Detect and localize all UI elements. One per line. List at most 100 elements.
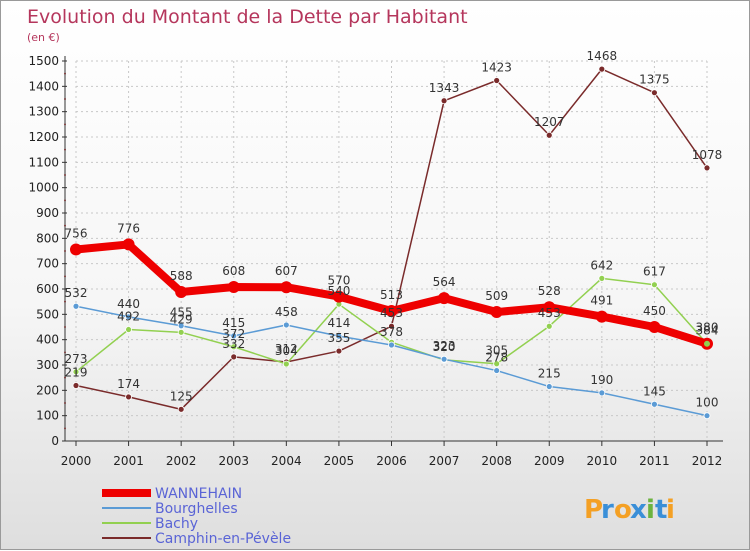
y-tick-label: 1000	[28, 181, 59, 195]
data-label: 219	[65, 366, 88, 380]
data-label: 372	[222, 327, 245, 341]
data-point	[280, 281, 293, 294]
data-point	[332, 290, 345, 303]
data-point	[388, 341, 395, 349]
data-label: 100	[696, 396, 719, 410]
data-label: 378	[380, 325, 403, 339]
data-label: 617	[643, 265, 666, 279]
y-tick-label: 400	[36, 333, 59, 347]
data-label: 450	[643, 304, 666, 318]
axes: 0 100 200 300 400 500 600 700 800 900 1000 1100 1200…	[28, 54, 723, 468]
y-tick-label: 1400	[28, 79, 59, 93]
data-label: 491	[590, 294, 613, 308]
data-point	[230, 332, 238, 340]
data-point	[598, 274, 606, 282]
data-label: 190	[590, 373, 613, 387]
data-label: 492	[117, 310, 140, 324]
data-label: 1343	[429, 81, 460, 95]
y-tick-label: 500	[36, 307, 59, 321]
data-label: 453	[538, 306, 561, 320]
legend-label: Camphin-en-Pévèle	[155, 531, 291, 547]
y-tick-label: 0	[51, 434, 59, 448]
data-point	[72, 382, 80, 389]
y-tick-label: 600	[36, 282, 59, 296]
y-tick-label: 900	[36, 206, 59, 220]
data-point	[72, 368, 80, 376]
data-point	[440, 97, 448, 105]
brand-letter: P	[584, 495, 603, 525]
data-label: 1078	[692, 148, 723, 162]
data-label: 1468	[587, 49, 618, 63]
data-label: 429	[170, 312, 193, 326]
data-point	[651, 281, 658, 289]
data-label: 440	[117, 297, 140, 311]
data-labels: 756 776 588 608 607 570 513 564 509 528 491 450 380 5…	[65, 49, 723, 410]
data-label: 384	[696, 324, 719, 338]
x-tick-label: 2003	[218, 454, 249, 468]
brand-letter: i	[646, 495, 655, 525]
data-label: 273	[65, 352, 88, 366]
x-tick-label: 2002	[166, 454, 197, 468]
legend-label: Bourghelles	[155, 501, 238, 517]
data-point	[598, 389, 606, 397]
data-point	[493, 367, 501, 374]
data-label: 453	[380, 306, 403, 320]
legend-label: Bachy	[155, 516, 198, 532]
data-label: 532	[65, 286, 88, 300]
data-label: 278	[485, 351, 508, 365]
data-point	[177, 328, 185, 336]
data-point	[125, 393, 132, 401]
data-point	[388, 322, 395, 330]
data-point	[385, 305, 398, 318]
x-tick-label: 2000	[61, 454, 92, 468]
data-point	[438, 292, 451, 305]
data-label: 323	[433, 339, 456, 353]
data-label: 1423	[481, 61, 512, 75]
x-tick-label: 2005	[324, 454, 355, 468]
data-label: 320	[433, 340, 456, 354]
data-label: 564	[433, 275, 456, 289]
data-label: 513	[380, 288, 403, 302]
data-label: 642	[590, 258, 613, 272]
y-tick-label: 200	[36, 383, 59, 397]
x-tick-label: 2010	[587, 454, 618, 468]
data-label: 540	[327, 284, 350, 298]
data-point	[335, 332, 343, 340]
data-label: 756	[65, 226, 88, 240]
data-label: 312	[275, 342, 298, 356]
brand-letter: o	[614, 495, 632, 525]
data-point	[490, 306, 503, 319]
data-label: 332	[222, 337, 245, 351]
data-point	[230, 343, 238, 351]
data-label: 1207	[534, 115, 565, 129]
brand-letter: r	[601, 495, 614, 525]
data-point	[651, 400, 658, 408]
chart-title: Evolution du Montant de la Dette par Hab…	[27, 6, 468, 28]
x-tick-label: 2006	[376, 454, 407, 468]
data-label: 570	[327, 274, 350, 288]
x-tick-label: 2011	[639, 454, 670, 468]
data-label: 355	[327, 331, 350, 345]
data-label: 1375	[639, 73, 670, 87]
x-tick-label: 2001	[113, 454, 144, 468]
series-line-3	[75, 68, 708, 411]
data-point	[545, 322, 553, 330]
data-point	[122, 238, 135, 251]
data-point	[651, 89, 658, 97]
data-label: 215	[538, 367, 561, 381]
data-label: 509	[485, 289, 508, 303]
data-point	[335, 347, 343, 355]
data-point	[175, 286, 188, 299]
data-point	[440, 355, 448, 363]
data-label: 455	[170, 306, 193, 320]
legend-label: WANNEHAIN	[155, 486, 242, 502]
data-point	[595, 310, 608, 323]
data-label: 415	[222, 316, 245, 330]
x-tick-label: 2007	[429, 454, 460, 468]
brand-letter: x	[630, 495, 647, 525]
y-tick-label: 1200	[28, 130, 59, 144]
series-layer	[70, 65, 713, 420]
data-point	[282, 321, 290, 329]
data-point	[703, 164, 711, 172]
